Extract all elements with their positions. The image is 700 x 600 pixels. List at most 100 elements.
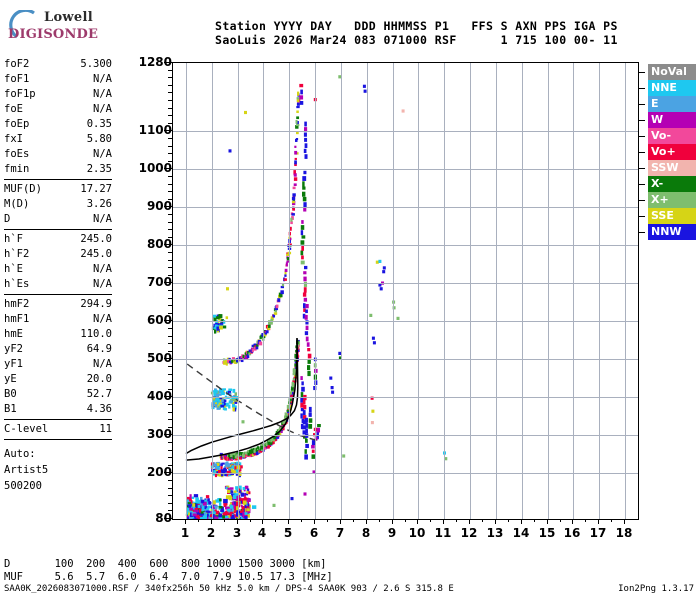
echo-pixel [211,402,215,406]
plot-canvas [173,63,638,519]
echo-pixel [225,499,228,504]
legend-item-nne[interactable]: NNE [648,80,696,96]
echo-pixel [211,405,215,410]
echo-pixel [294,157,297,160]
echo-pixel [229,504,234,509]
echo-pixel [227,489,231,494]
echo-pixel [285,413,289,416]
x-axis-label: 7 [335,526,345,540]
echo-pixel [208,516,212,519]
echo-pixel [256,344,259,347]
echo-pixel [228,466,232,470]
echo-pixel [213,317,217,322]
parameter-value: 110.0 [80,328,112,340]
echo-pixel [302,399,306,405]
echo-pixel [220,390,224,395]
y-axis-tick-minor [168,85,173,86]
x-axis-tick [185,519,186,524]
echo-pixel [247,503,250,507]
x-axis-tick-minor [275,519,276,522]
echo-pixel [256,446,260,449]
echo-pixel [222,515,226,519]
echo-pixel [225,495,230,500]
parameter-key: C-level [4,423,49,435]
echo-pixel [303,492,307,496]
legend-item-w[interactable]: W [648,112,696,128]
echo-pixel [247,491,251,495]
echo-pixel [240,358,244,363]
echo-pixel [223,401,226,406]
legend-item-noval[interactable]: NoVal [648,64,696,80]
echo-pixel [216,407,221,410]
legend-item-x-[interactable]: X- [648,176,696,192]
echo-pixel [223,501,228,506]
echo-pixel [219,388,223,392]
echo-pixel [245,497,249,502]
legend-tick [638,88,645,89]
echo-pixel [316,427,321,433]
echo-pixel [214,389,218,394]
echo-pixel [305,309,308,314]
parameter-key: foE [4,103,23,115]
grid-line-vertical [289,63,290,519]
echo-pixel [295,125,299,129]
echo-pixel [289,404,293,408]
echo-pixel [226,463,231,467]
ionogram-plot[interactable] [172,62,639,520]
echo-pixel [300,225,305,230]
legend-item-nnw[interactable]: NNW [648,224,696,240]
legend-item-vo-[interactable]: Vo+ [648,144,696,160]
y-axis-tick-minor [168,267,173,268]
y-axis-tick-major [164,206,173,207]
grid-line-vertical [444,63,445,519]
echo-pixel [252,505,257,509]
echo-pixel [268,438,271,442]
echo-pixel [303,170,307,175]
y-axis-tick-minor [168,488,173,489]
divider [4,294,112,295]
x-axis-label: 5 [283,526,293,540]
y-axis-tick-minor [168,457,173,458]
echo-pixel [266,330,269,334]
legend-item-vo-[interactable]: Vo- [648,128,696,144]
parameter-key: hmF1 [4,313,30,325]
echo-pixel [299,95,304,100]
echo-pixel [301,255,304,260]
y-axis-tick-minor [168,184,173,185]
echo-pixel [300,413,303,419]
echo-pixel [237,490,242,493]
echo-pixel [228,474,232,477]
legend-item-x-[interactable]: X+ [648,192,696,208]
grid-line-vertical [186,63,187,519]
echo-pixel [272,314,275,318]
legend-item-e[interactable]: E [648,96,696,112]
echo-pixel [192,503,196,508]
grid-line-horizontal [173,131,638,132]
y-axis-tick-minor [168,100,173,101]
echo-pixel [229,502,233,505]
color-legend[interactable]: NoVal NNE E W Vo- Vo+ SSW X- X+ SSE NNW [648,64,696,240]
echo-pixel [240,492,243,495]
x-axis-tick [314,519,315,524]
echo-pixel [204,506,208,510]
legend-item-ssw[interactable]: SSW [648,160,696,176]
echo-pixel [247,451,250,456]
legend-tick [638,232,645,233]
x-axis-tick [469,519,470,524]
x-axis-tick [237,519,238,524]
echo-pixel [207,505,213,509]
echo-pixel [213,392,217,397]
y-axis-tick-major [164,434,173,435]
x-axis-label: 8 [361,526,371,540]
echo-pixel [272,503,276,507]
echo-pixel [236,461,240,464]
echo-pixel [231,501,235,506]
echo-pixel [281,422,284,426]
echo-pixel [220,509,224,512]
echo-pixel [186,503,189,508]
echo-pixel [204,508,209,513]
grid-line-vertical [315,63,316,519]
echo-pixel [204,498,207,501]
echo-pixel [197,517,201,519]
legend-item-sse[interactable]: SSE [648,208,696,224]
